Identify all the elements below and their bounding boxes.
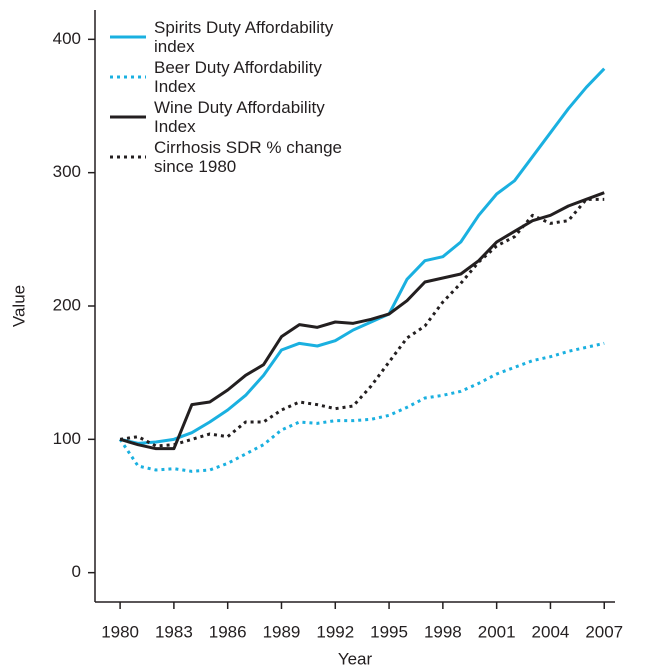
series-line (119, 67, 606, 445)
legend-label: Cirrhosis SDR % change since 1980 (154, 138, 343, 176)
x-tick-label: 1989 (263, 622, 301, 641)
x-tick-label: 1998 (424, 622, 462, 641)
y-tick-label: 100 (53, 429, 81, 448)
legend-item: Wine Duty Affordability Index (108, 98, 358, 136)
y-tick-label: 0 (72, 562, 81, 581)
y-tick-label: 200 (53, 295, 81, 314)
x-tick-label: 1980 (101, 622, 139, 641)
series-line (118, 341, 605, 473)
x-tick-label: 1992 (316, 622, 354, 641)
legend-label: Beer Duty Affordability Index (154, 58, 322, 96)
legend-item: Spirits Duty Affordability index (108, 18, 358, 56)
x-tick-label: 2004 (532, 622, 570, 641)
legend-label: Spirits Duty Affordability index (154, 18, 334, 56)
legend-swatch (110, 75, 146, 79)
legend: Spirits Duty Affordability index Beer Dut… (108, 18, 358, 178)
legend-item: Cirrhosis SDR % change since 1980 (108, 138, 358, 176)
legend-item: Beer Duty Affordability Index (108, 58, 358, 96)
x-axis-title: Year (338, 649, 373, 668)
x-tick-label: 2007 (585, 622, 623, 641)
series-line (119, 191, 605, 451)
x-tick-label: 2001 (478, 622, 516, 641)
legend-swatch (110, 115, 146, 119)
x-tick-label: 1995 (370, 622, 408, 641)
y-axis-title: Value (9, 285, 28, 327)
y-tick-label: 300 (53, 162, 81, 181)
y-tick-label: 400 (53, 29, 81, 48)
legend-swatch (110, 35, 146, 39)
x-tick-label: 1986 (209, 622, 247, 641)
legend-label: Wine Duty Affordability Index (154, 98, 325, 136)
series-line (119, 197, 605, 448)
x-tick-label: 1983 (155, 622, 193, 641)
legend-swatch (110, 155, 146, 159)
